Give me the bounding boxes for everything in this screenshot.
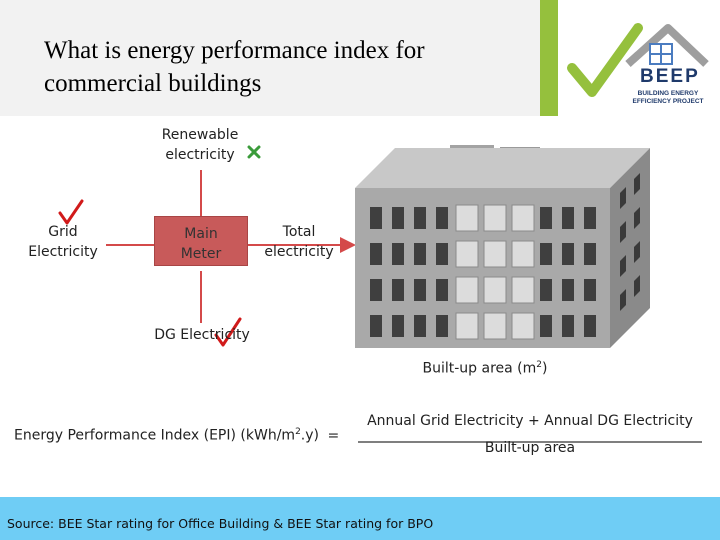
- logo-wordmark: BEEP: [640, 66, 700, 87]
- beep-logo: [567, 23, 709, 97]
- dg-check-icon: [214, 317, 242, 347]
- logo-check-icon: [567, 23, 643, 97]
- epi-formula-lhs: Energy Performance Index (EPI) (kWh/m2.y…: [14, 427, 340, 444]
- logo-subtitle: BUILDING ENERGY EFFICIENCY PROJECT: [632, 90, 704, 105]
- grid-electricity-label: Grid Electricity: [28, 224, 98, 260]
- source-citation: Source: BEE Star rating for Office Build…: [7, 516, 434, 531]
- grid-check-icon: [58, 199, 84, 225]
- total-electricity-label: Total electricity: [264, 224, 334, 260]
- epi-denominator: Built-up area: [484, 440, 576, 456]
- footer-bar: [0, 497, 720, 540]
- epi-numerator: Annual Grid Electricity + Annual DG Elec…: [367, 413, 693, 429]
- built-up-area-label: Built-up area (m2): [422, 360, 548, 377]
- renewable-cross-icon: [247, 145, 261, 159]
- equals-sign: =: [327, 427, 340, 444]
- dg-electricity-label: DG Electricity: [154, 327, 250, 343]
- main-meter-box: [154, 216, 248, 266]
- logo-roof-icon: [625, 24, 709, 67]
- main-meter-label: Main Meter: [180, 226, 222, 262]
- renewable-electricity-label: Renewable electricity: [161, 127, 239, 163]
- building-illustration: [355, 145, 650, 348]
- page-title: What is energy performance index for com…: [44, 37, 425, 97]
- header-panel: [0, 0, 540, 116]
